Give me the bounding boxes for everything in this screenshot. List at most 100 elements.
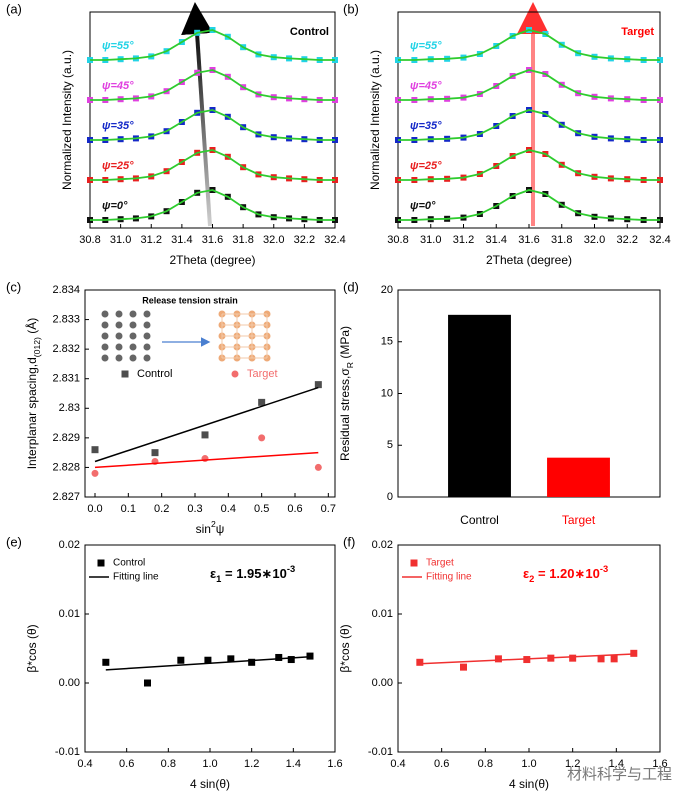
lattice-atom — [129, 310, 137, 318]
data-point — [151, 449, 159, 457]
y-axis-label: Residual stress,σR (MPa) — [338, 326, 355, 461]
y-axis-label: Interplanar spacing,d(012) (Å) — [24, 318, 42, 470]
lattice-atom — [115, 332, 123, 340]
fit-curve — [398, 29, 660, 61]
y-tick-label: 2.829 — [52, 432, 80, 444]
label-part: Residual stress,σ — [338, 368, 352, 461]
lattice-atom — [143, 310, 151, 318]
fit-curve — [90, 69, 335, 101]
x-tick-label: 31.0 — [420, 234, 441, 246]
x-tick-label: 0.6 — [434, 758, 449, 770]
legend-label: Control — [137, 368, 172, 380]
lattice-atom — [115, 354, 123, 362]
x-tick-label: 32.4 — [324, 234, 345, 246]
x-tick-label: 1.2 — [565, 758, 580, 770]
curve-label: ψ=35° — [410, 120, 442, 132]
lattice-atom — [143, 354, 151, 362]
label-part: ε — [210, 566, 216, 581]
label-part: 1 — [216, 574, 221, 584]
fit-line — [419, 653, 634, 665]
x-tick-label: 0.8 — [161, 758, 176, 770]
x-tick-label: 0.6 — [119, 758, 134, 770]
lattice-atom — [129, 354, 137, 362]
inset-title: Release tension strain — [142, 295, 238, 305]
x-tick-label: 31.4 — [171, 234, 192, 246]
y-tick-label: 0.01 — [372, 608, 393, 620]
label-part: 2 — [529, 574, 534, 584]
watermark: 材料科学与工程 — [567, 766, 672, 783]
panel-label: (f) — [343, 534, 355, 549]
y-tick-label: 2.831 — [52, 373, 80, 385]
data-point — [91, 469, 99, 477]
x-tick-label: 31.4 — [486, 234, 507, 246]
lattice-atom — [115, 310, 123, 318]
x-tick-label: 32.0 — [263, 234, 284, 246]
y-tick-label: 0.00 — [59, 677, 80, 689]
y-tick-label: 10 — [381, 387, 393, 399]
panel-label: (e) — [6, 534, 22, 549]
y-tick-label: 2.827 — [52, 491, 80, 503]
x-axis-label: 2Theta (degree) — [169, 253, 255, 267]
data-point — [569, 654, 577, 662]
data-point — [91, 446, 99, 454]
x-tick-label: 30.8 — [387, 234, 408, 246]
label-part: sin — [196, 522, 211, 536]
data-point — [201, 431, 209, 439]
x-tick-label: 1.0 — [202, 758, 217, 770]
y-axis-label: Normalized Intensity (a.u.) — [368, 50, 382, 190]
fit-curve — [398, 69, 660, 101]
x-tick-label: 0.4 — [77, 758, 92, 770]
data-point — [416, 658, 424, 666]
x-tick-label: 31.8 — [551, 234, 572, 246]
x-tick-label: 31.6 — [518, 234, 539, 246]
y-tick-label: 2.834 — [52, 284, 80, 296]
plot-frame — [397, 289, 661, 498]
data-point — [597, 655, 605, 663]
lattice-atom — [129, 321, 137, 329]
x-tick-label: 32.4 — [649, 234, 670, 246]
lattice-atom — [101, 332, 109, 340]
bar — [547, 457, 610, 497]
x-tick-label: 31.0 — [110, 234, 131, 246]
legend-marker — [410, 559, 418, 567]
legend-label: Fitting line — [426, 572, 472, 583]
label-part: = 1.20∗10 — [534, 566, 599, 581]
legend-marker — [121, 370, 129, 378]
x-axis-label: sin2ψ — [196, 519, 225, 536]
legend-marker — [231, 370, 239, 378]
fit-line — [94, 451, 319, 469]
label-part: (MPa) — [338, 326, 352, 362]
x-tick-label: 0.4 — [221, 503, 236, 515]
data-point — [314, 463, 322, 471]
fit-curve — [90, 29, 335, 61]
x-tick-label: 0.3 — [187, 503, 202, 515]
x-tick-label: Control — [460, 513, 499, 527]
lattice-atom — [115, 343, 123, 351]
panel-note: Target — [621, 26, 654, 38]
x-tick-label: 0.2 — [154, 503, 169, 515]
x-tick-label: 1.4 — [609, 758, 624, 770]
data-point — [287, 656, 295, 664]
fit-curve — [90, 189, 335, 221]
label-part: ε — [523, 566, 529, 581]
x-tick-label: 1.2 — [244, 758, 259, 770]
plot-frame — [84, 289, 336, 498]
x-axis-label: 4 sin(θ) — [190, 777, 230, 791]
panel-label: (a) — [6, 1, 22, 16]
curve-label: ψ=25° — [102, 160, 134, 172]
y-tick-label: -0.01 — [55, 746, 80, 758]
x-tick-label: 32.2 — [617, 234, 638, 246]
data-point — [275, 653, 283, 661]
legend-label: Fitting line — [113, 572, 159, 583]
fit-curve — [398, 109, 660, 141]
legend-label: Target — [247, 368, 278, 380]
y-axis-label: β*cos (θ) — [25, 624, 39, 672]
legend-marker — [97, 559, 105, 567]
curve-label: ψ=55° — [410, 40, 442, 52]
y-tick-label: 2.83 — [59, 402, 80, 414]
data-point — [144, 679, 151, 687]
fit-line — [105, 656, 311, 671]
curve-label: ψ=0° — [410, 200, 436, 212]
y-tick-label: 5 — [387, 439, 393, 451]
